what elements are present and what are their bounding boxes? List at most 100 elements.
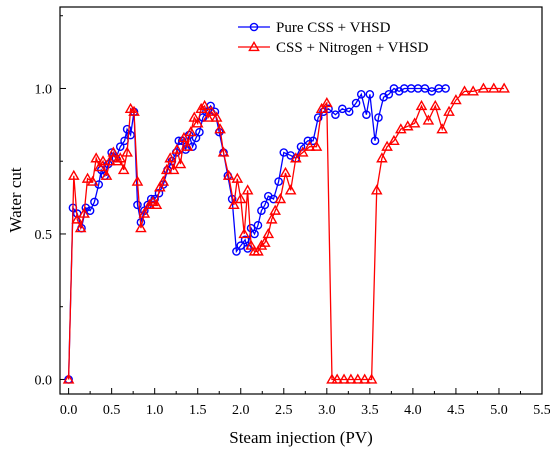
data-point [74, 222, 87, 233]
data-point [240, 235, 250, 245]
data-point [100, 169, 113, 180]
x-tick-label: 1.0 [146, 403, 164, 418]
data-point [90, 197, 99, 207]
data-point [188, 111, 201, 122]
data-point [443, 105, 455, 116]
data-point [97, 155, 109, 166]
x-tick-label: 0.5 [103, 403, 121, 418]
data-point [164, 152, 176, 163]
data-point [429, 99, 442, 111]
data-point [362, 110, 371, 119]
data-point [181, 140, 194, 151]
data-point [191, 117, 204, 128]
data-point [78, 207, 90, 218]
x-tick-label: 4.0 [404, 403, 422, 418]
data-point [274, 177, 283, 186]
data-point [107, 146, 120, 157]
data-point [255, 239, 268, 250]
x-tick-label: 0.0 [60, 403, 78, 418]
data-point [210, 111, 223, 122]
data-point [174, 158, 187, 169]
data-point [228, 198, 240, 210]
data-point [265, 213, 278, 224]
data-point [114, 152, 127, 163]
data-point [62, 373, 75, 384]
data-point [195, 102, 207, 113]
data-point [217, 146, 230, 157]
series-1 [64, 84, 450, 384]
x-tick-label: 2.5 [275, 403, 293, 418]
x-tick-label: 1.5 [189, 403, 207, 418]
data-point [236, 241, 246, 250]
legend-marker [248, 40, 260, 52]
data-point [171, 143, 183, 154]
data-point [303, 140, 316, 151]
data-point [279, 166, 292, 178]
data-point [260, 200, 270, 210]
data-point [67, 169, 80, 180]
data-point [415, 99, 428, 111]
data-point [205, 105, 218, 116]
data-point [381, 140, 393, 151]
data-point [467, 85, 479, 96]
plot-frame [59, 6, 543, 395]
data-point [458, 85, 471, 96]
data-point [477, 82, 490, 93]
data-point [422, 114, 435, 125]
data-point [238, 227, 250, 239]
data-point [86, 175, 99, 186]
data-point [420, 84, 430, 93]
data-point [384, 89, 394, 99]
data-point [222, 169, 235, 180]
data-point [252, 245, 264, 256]
series-line [67, 87, 446, 380]
y-tick-label: 0.0 [35, 373, 53, 388]
data-point [85, 206, 95, 215]
data-point [198, 99, 211, 111]
data-point [315, 102, 328, 113]
data-point [370, 184, 383, 195]
data-point [121, 146, 133, 157]
data-point [157, 175, 170, 186]
data-point [185, 126, 197, 137]
data-point [131, 175, 144, 186]
data-point [143, 198, 156, 210]
x-tick-label: 5.0 [490, 403, 508, 418]
data-point [202, 111, 214, 122]
data-point [498, 82, 510, 93]
data-point [344, 107, 354, 117]
data-point [345, 373, 357, 384]
data-point [356, 89, 366, 99]
data-point [351, 98, 361, 108]
data-point [241, 184, 254, 195]
data-point [274, 193, 287, 204]
y-axis-title: Water cut [6, 167, 25, 232]
x-tick-label: 2.0 [232, 403, 250, 418]
data-point [115, 142, 125, 151]
x-tick-label: 5.5 [533, 403, 550, 418]
data-point [450, 94, 462, 105]
data-point [195, 127, 204, 137]
x-tick-label: 4.5 [447, 403, 465, 418]
legend-item: CSS + Nitrogen + VHSD [238, 40, 429, 56]
data-point [234, 193, 247, 204]
data-point [487, 82, 500, 93]
legend-item: Pure CSS + VHSD [238, 20, 391, 36]
axis-ticks: 0.0 0.5 1.0 1.5 2.0 2.5 3.0 3.5 4.0 4.5 5.0 5.5 0.0 0… [35, 15, 550, 418]
data-point [93, 161, 106, 172]
data-point [133, 200, 142, 210]
data-point [160, 163, 173, 175]
data-point [231, 172, 244, 183]
data-point [117, 163, 130, 175]
data-point [81, 172, 94, 183]
x-axis-title: Steam injection (PV) [229, 428, 373, 447]
data-point [135, 222, 147, 233]
data-point [331, 110, 340, 119]
data-point [104, 155, 116, 166]
legend-marker [249, 22, 259, 32]
legend: Pure CSS + VHSD CSS + Nitrogen + VHSD [238, 20, 429, 56]
data-point [126, 130, 135, 140]
data-point [245, 239, 257, 250]
y-tick-label: 0.5 [35, 228, 53, 243]
